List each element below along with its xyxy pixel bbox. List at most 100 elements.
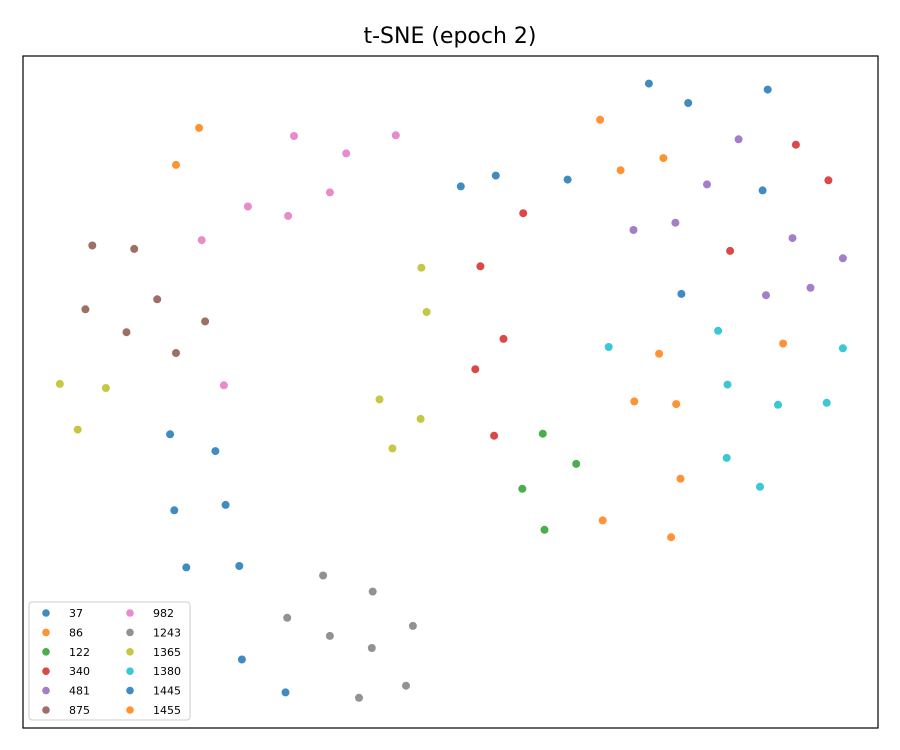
point-481-6: [762, 291, 770, 300]
point-1365-2: [55, 379, 64, 388]
point-1445-0: [644, 79, 653, 88]
point-86-2: [596, 115, 605, 124]
point-37-4: [182, 563, 191, 572]
legend-item-1445: 1445: [126, 685, 181, 698]
point-122-2: [518, 484, 527, 493]
legend-label-1243: 1243: [153, 626, 181, 639]
legend-label-1380: 1380: [153, 665, 181, 678]
point-1365-5: [375, 395, 384, 404]
point-1445-7: [677, 289, 686, 298]
series-86: [172, 115, 668, 175]
point-481-0: [734, 135, 743, 144]
point-1380-0: [714, 326, 723, 335]
legend-marker-122: [42, 648, 50, 656]
legend-marker-86: [42, 628, 50, 637]
point-86-1: [172, 160, 180, 169]
series-340: [471, 140, 833, 440]
point-340-3: [471, 365, 480, 374]
point-340-7: [824, 176, 833, 185]
legend-item-1365: 1365: [126, 646, 181, 659]
point-982-6: [197, 236, 206, 245]
series-1445: [456, 79, 772, 298]
point-1380-4: [774, 400, 782, 409]
point-875-6: [172, 349, 180, 357]
point-1380-3: [723, 380, 732, 389]
series-875: [81, 241, 210, 357]
legend-item-86: 86: [42, 626, 83, 639]
point-875-3: [153, 295, 162, 304]
legend-item-875: 875: [42, 704, 90, 717]
point-875-2: [81, 305, 90, 314]
point-1455-2: [630, 397, 639, 406]
series-481: [629, 135, 847, 300]
legend-marker-340: [42, 667, 50, 675]
legend-label-122: 122: [69, 646, 90, 659]
point-481-1: [703, 180, 711, 189]
point-37-6: [237, 655, 246, 664]
point-1243-0: [319, 571, 328, 580]
point-1380-6: [722, 453, 731, 462]
point-1243-6: [402, 681, 410, 690]
legend-label-1365: 1365: [153, 646, 181, 659]
point-340-6: [791, 140, 800, 149]
series-1380: [604, 326, 847, 491]
point-1380-7: [756, 482, 764, 491]
point-1365-4: [73, 425, 82, 434]
point-1243-7: [355, 693, 363, 702]
point-1243-5: [367, 644, 376, 652]
legend-marker-1445: [126, 686, 134, 695]
point-122-0: [538, 429, 547, 438]
point-340-2: [499, 334, 508, 343]
legend-label-86: 86: [69, 626, 83, 639]
legend-label-875: 875: [69, 704, 90, 717]
point-122-3: [540, 525, 549, 534]
point-122-1: [572, 459, 581, 468]
point-1445-6: [758, 186, 767, 195]
point-982-2: [391, 131, 400, 140]
point-1445-1: [684, 99, 693, 107]
point-1455-3: [672, 400, 681, 409]
legend-marker-481: [42, 686, 50, 695]
point-481-2: [629, 226, 638, 234]
point-982-0: [290, 132, 298, 140]
legend-item-1455: 1455: [126, 704, 181, 717]
point-1243-4: [408, 621, 417, 630]
legend-label-481: 481: [69, 685, 90, 698]
point-982-1: [342, 149, 351, 158]
legend: 37 86 122 340 481 875 982 1243 1365 1380 1445 1455: [28, 601, 191, 721]
point-1445-3: [491, 171, 500, 180]
legend-marker-1380: [126, 667, 134, 675]
point-37-0: [166, 430, 175, 439]
point-481-3: [671, 218, 680, 227]
legend-item-1243: 1243: [126, 626, 181, 639]
point-1380-5: [822, 398, 831, 407]
point-37-3: [221, 500, 230, 509]
legend-item-982: 982: [126, 607, 174, 620]
point-481-7: [806, 283, 815, 292]
point-1380-2: [838, 344, 847, 353]
legend-marker-37: [42, 609, 50, 617]
point-982-7: [219, 381, 228, 390]
point-1445-4: [563, 175, 572, 184]
point-1455-4: [676, 474, 685, 483]
point-37-5: [235, 562, 244, 570]
point-1243-1: [368, 587, 377, 596]
point-86-0: [195, 123, 204, 132]
points-layer: [55, 79, 847, 702]
point-1365-1: [422, 308, 431, 316]
series-122: [518, 429, 581, 534]
legend-label-37: 37: [69, 607, 83, 620]
legend-item-37: 37: [42, 607, 83, 620]
point-1365-0: [417, 263, 426, 272]
point-1445-5: [456, 182, 465, 191]
point-875-4: [122, 328, 131, 337]
point-982-3: [325, 188, 334, 197]
point-1243-3: [325, 631, 334, 640]
legend-label-1445: 1445: [153, 685, 181, 698]
point-86-4: [659, 154, 668, 163]
legend-marker-982: [126, 609, 134, 617]
point-982-4: [243, 202, 252, 211]
point-982-5: [284, 211, 293, 220]
point-37-7: [281, 688, 290, 697]
